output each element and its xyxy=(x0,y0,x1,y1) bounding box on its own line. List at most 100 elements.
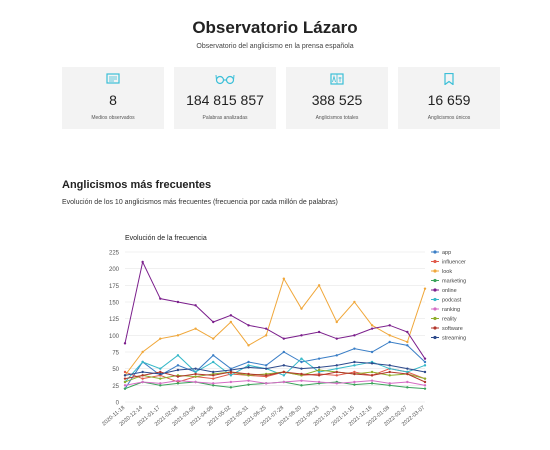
data-point-marketing xyxy=(300,384,303,387)
data-point-influencer xyxy=(335,374,338,377)
data-point-look xyxy=(300,307,303,310)
data-point-online xyxy=(212,320,215,324)
data-point-online xyxy=(141,260,144,264)
data-point-ranking xyxy=(370,379,374,382)
data-point-streaming xyxy=(176,368,180,372)
frequency-line-chart: Evolución de la frecuencia 0 25 50 75 100 125 1… xyxy=(101,235,466,428)
data-point-reality xyxy=(159,377,162,380)
data-point-ranking xyxy=(194,380,197,384)
legend-marker-ranking xyxy=(433,307,437,311)
stat-card-media: 8 Medios observados xyxy=(62,67,164,129)
data-point-podcast xyxy=(406,370,409,374)
translate-icon xyxy=(330,73,344,85)
data-point-look xyxy=(282,277,286,280)
chart-title: Evolución de la frecuencia xyxy=(125,235,207,242)
stat-value: 16 659 xyxy=(427,92,471,108)
data-point-ranking xyxy=(212,382,215,385)
data-point-online xyxy=(388,324,391,327)
series-line-software xyxy=(124,371,426,383)
legend-marker-influencer xyxy=(433,259,437,264)
series-line-look xyxy=(124,277,426,376)
legend-label-ranking: ranking xyxy=(442,307,460,313)
y-tick-label: 50 xyxy=(112,367,119,373)
series-line-podcast xyxy=(124,354,426,383)
data-point-influencer xyxy=(141,377,144,380)
y-tick-label: 75 xyxy=(112,351,119,357)
data-point-online xyxy=(300,334,303,337)
section-description: Evolución de los 10 anglicismos más frec… xyxy=(62,199,338,206)
series-line-app xyxy=(124,341,426,389)
data-point-app xyxy=(317,357,321,360)
legend-label-streaming: streaming xyxy=(442,336,466,342)
data-point-marketing xyxy=(176,382,180,385)
data-point-online xyxy=(159,297,162,300)
data-point-software xyxy=(159,370,162,374)
y-tick-label: 100 xyxy=(109,334,120,340)
data-point-podcast xyxy=(247,364,250,367)
data-point-ranking xyxy=(247,379,250,382)
data-point-podcast xyxy=(141,360,144,364)
data-point-streaming xyxy=(194,367,197,370)
data-point-ranking xyxy=(264,382,268,385)
data-point-reality xyxy=(317,368,321,372)
data-point-app xyxy=(388,340,391,344)
legend-label-reality: reality xyxy=(442,317,457,323)
legend-label-online: online xyxy=(442,288,457,294)
data-point-reality xyxy=(370,370,374,374)
y-tick-label: 150 xyxy=(109,301,120,307)
data-point-influencer xyxy=(123,370,127,374)
data-point-app xyxy=(300,360,303,364)
stats-cards: 8 Medios observados 184 815 857 Palabras… xyxy=(62,67,500,129)
data-point-ranking xyxy=(300,379,303,382)
stat-value: 184 815 857 xyxy=(186,92,264,108)
data-point-online xyxy=(229,314,233,317)
data-point-app xyxy=(282,350,286,354)
data-point-ranking xyxy=(282,380,286,384)
data-point-streaming xyxy=(317,366,321,369)
data-point-marketing xyxy=(123,387,127,390)
data-point-software xyxy=(194,372,197,376)
data-point-podcast xyxy=(282,374,286,377)
legend-marker-app xyxy=(433,250,437,254)
y-tick-label: 125 xyxy=(109,317,120,323)
data-point-marketing xyxy=(423,387,427,390)
data-point-software xyxy=(300,372,303,376)
legend-label-marketing: marketing xyxy=(442,279,466,285)
data-point-software xyxy=(141,374,144,377)
stat-label: Anglicismos totales xyxy=(315,115,359,121)
data-point-look xyxy=(229,320,233,324)
data-point-ranking xyxy=(335,382,338,385)
data-point-streaming xyxy=(282,364,286,367)
data-point-ranking xyxy=(229,380,233,384)
legend-label-look: look xyxy=(442,269,452,275)
data-point-ranking xyxy=(406,380,409,384)
stat-value: 388 525 xyxy=(311,92,363,108)
data-point-streaming xyxy=(247,366,250,369)
data-point-podcast xyxy=(159,367,162,370)
data-point-look xyxy=(370,324,374,327)
legend-marker-software xyxy=(433,326,437,330)
stat-value: 8 xyxy=(109,92,117,108)
series-line-influencer xyxy=(124,368,426,383)
data-point-online xyxy=(247,324,250,327)
data-point-streaming xyxy=(264,367,268,370)
data-point-ranking xyxy=(353,380,356,384)
data-point-software xyxy=(317,374,321,377)
data-point-look xyxy=(247,344,250,347)
data-point-software xyxy=(176,375,180,378)
series-line-online xyxy=(124,260,426,359)
data-point-marketing xyxy=(353,383,356,386)
data-point-ranking xyxy=(423,384,427,387)
data-point-online xyxy=(282,337,286,340)
legend-label-podcast: podcast xyxy=(442,298,462,304)
stat-label: Anglicismos únicos xyxy=(427,115,471,121)
data-point-streaming xyxy=(335,364,338,367)
data-point-streaming xyxy=(212,370,215,374)
data-point-app xyxy=(353,347,356,350)
legend-label-influencer: influencer xyxy=(442,260,466,266)
data-point-online xyxy=(264,327,268,330)
data-point-streaming xyxy=(353,360,356,364)
newspaper-icon xyxy=(106,73,120,84)
data-point-software xyxy=(229,370,233,374)
bookmark-icon xyxy=(444,73,454,85)
